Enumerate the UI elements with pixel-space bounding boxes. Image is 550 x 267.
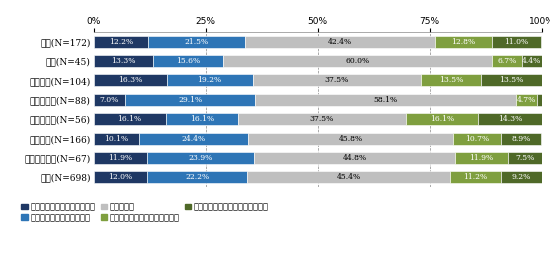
Bar: [94, 132, 139, 144]
Text: 12.0%: 12.0%: [108, 173, 133, 181]
Text: 10.1%: 10.1%: [104, 135, 128, 143]
Text: 15.6%: 15.6%: [176, 57, 200, 65]
Text: 7.5%: 7.5%: [515, 154, 535, 162]
Bar: [478, 113, 542, 125]
Text: 24.4%: 24.4%: [182, 135, 206, 143]
Bar: [434, 36, 492, 48]
Legend: クラウドが大いに有利である, クラウドがやや有利である, 変わらない, オンプレミスがやや有利である, オンプレミスが大いに有利である: クラウドが大いに有利である, クラウドがやや有利である, 変わらない, オンプレ…: [21, 203, 269, 222]
Bar: [166, 113, 238, 125]
Bar: [516, 94, 537, 106]
Text: 16.1%: 16.1%: [118, 115, 142, 123]
Bar: [508, 152, 542, 164]
Text: 12.8%: 12.8%: [451, 38, 475, 46]
Bar: [94, 74, 167, 87]
Bar: [245, 36, 434, 48]
Text: 19.2%: 19.2%: [197, 76, 222, 84]
Bar: [492, 36, 541, 48]
Text: 13.5%: 13.5%: [499, 76, 524, 84]
Text: 13.3%: 13.3%: [111, 57, 135, 65]
Bar: [94, 94, 125, 106]
Text: 42.4%: 42.4%: [328, 38, 351, 46]
Bar: [537, 94, 542, 106]
Text: 11.0%: 11.0%: [504, 38, 529, 46]
Text: 10.7%: 10.7%: [465, 135, 490, 143]
Bar: [167, 74, 252, 87]
Bar: [94, 55, 153, 67]
Bar: [125, 94, 255, 106]
Bar: [238, 113, 406, 125]
Text: 11.9%: 11.9%: [469, 154, 493, 162]
Bar: [406, 113, 478, 125]
Text: 29.1%: 29.1%: [178, 96, 202, 104]
Text: 45.8%: 45.8%: [339, 135, 363, 143]
Bar: [450, 171, 501, 183]
Bar: [94, 171, 147, 183]
Bar: [247, 171, 450, 183]
Bar: [421, 74, 481, 87]
Text: 16.1%: 16.1%: [430, 115, 454, 123]
Bar: [255, 94, 516, 106]
Text: 58.1%: 58.1%: [373, 96, 398, 104]
Text: 16.3%: 16.3%: [118, 76, 142, 84]
Bar: [502, 132, 541, 144]
Text: 13.5%: 13.5%: [439, 76, 463, 84]
Bar: [94, 113, 166, 125]
Bar: [248, 132, 453, 144]
Bar: [153, 55, 223, 67]
Text: 7.0%: 7.0%: [100, 96, 119, 104]
Bar: [453, 132, 502, 144]
Bar: [254, 152, 455, 164]
Text: 21.5%: 21.5%: [184, 38, 208, 46]
Text: 60.0%: 60.0%: [345, 57, 370, 65]
Bar: [147, 152, 254, 164]
Bar: [481, 74, 542, 87]
Text: 37.5%: 37.5%: [324, 76, 349, 84]
Bar: [522, 55, 542, 67]
Bar: [492, 55, 522, 67]
Bar: [94, 152, 147, 164]
Text: 16.1%: 16.1%: [190, 115, 214, 123]
Text: 23.9%: 23.9%: [188, 154, 212, 162]
Text: 4.7%: 4.7%: [516, 96, 536, 104]
Text: 14.3%: 14.3%: [498, 115, 522, 123]
Bar: [455, 152, 508, 164]
Bar: [252, 74, 421, 87]
Text: 11.9%: 11.9%: [108, 154, 132, 162]
Text: 8.9%: 8.9%: [512, 135, 531, 143]
Bar: [94, 36, 148, 48]
Text: 12.2%: 12.2%: [109, 38, 133, 46]
Text: 4.4%: 4.4%: [522, 57, 542, 65]
Bar: [500, 171, 542, 183]
Text: 22.2%: 22.2%: [185, 173, 209, 181]
Text: 9.2%: 9.2%: [512, 173, 531, 181]
Text: 11.2%: 11.2%: [463, 173, 487, 181]
Text: 44.8%: 44.8%: [342, 154, 366, 162]
Text: 37.5%: 37.5%: [310, 115, 334, 123]
Text: 45.4%: 45.4%: [337, 173, 361, 181]
Text: 6.7%: 6.7%: [497, 57, 516, 65]
Bar: [147, 171, 247, 183]
Bar: [223, 55, 492, 67]
Bar: [148, 36, 245, 48]
Bar: [139, 132, 248, 144]
